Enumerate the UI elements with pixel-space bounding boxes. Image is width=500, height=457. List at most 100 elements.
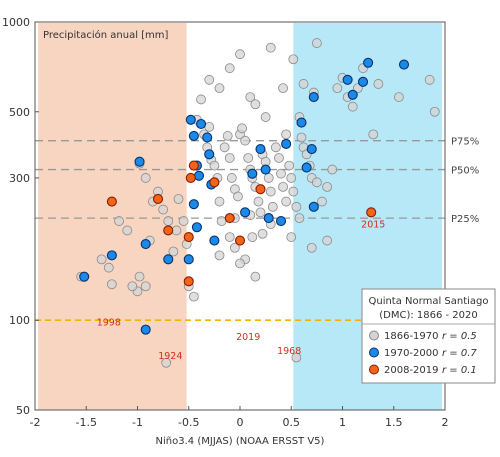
data-point-1866-1970-84 <box>322 181 333 192</box>
x-tick-label-0: -2 <box>30 416 41 429</box>
x-tick-label-3: -0.5 <box>178 416 199 429</box>
x-tick-label-4: 0 <box>237 416 244 429</box>
data-point-1866-1970-53 <box>265 186 276 197</box>
data-point-1866-1970-78 <box>278 83 288 94</box>
data-point-1866-1970-95 <box>424 74 435 85</box>
data-point-1970-2000-3 <box>140 239 151 250</box>
annotations: 2015 1998 2019 1924 1968 <box>97 219 386 362</box>
legend-marker-1 <box>369 347 379 358</box>
legend-stat-1: r = 0.7 <box>442 348 477 359</box>
data-point-1866-1970-13 <box>171 225 182 236</box>
data-point-1866-1970-64 <box>294 213 305 224</box>
legend-marker-0 <box>369 330 379 341</box>
data-point-1866-1970-83 <box>317 196 327 207</box>
data-point-1970-2000-17 <box>209 235 220 246</box>
data-point-1866-1970-59 <box>281 196 292 207</box>
legend-box <box>361 288 496 384</box>
data-point-1866-1970-56 <box>274 153 284 163</box>
data-point-1866-1970-70 <box>204 74 215 85</box>
percentile-label-1: P50% <box>451 166 479 177</box>
data-point-1970-2000-24 <box>281 138 292 150</box>
data-point-1866-1970-15 <box>134 271 145 282</box>
annotation-1998: 1998 <box>97 318 121 329</box>
data-point-1866-1970-34 <box>216 216 227 226</box>
data-point-1866-1970-37 <box>224 153 235 163</box>
data-point-1866-1970-102 <box>224 232 235 242</box>
x-tick-label-8: 2 <box>442 416 449 429</box>
data-point-1866-1970-40 <box>233 191 243 202</box>
data-point-1970-2000-29 <box>342 74 353 85</box>
data-point-1866-1970-42 <box>237 123 247 134</box>
legend-marker-2 <box>369 364 379 375</box>
data-point-1866-1970-113 <box>311 38 322 48</box>
y-tick-label-3: 500 <box>9 106 30 119</box>
data-point-1970-2000-26 <box>301 162 312 173</box>
x-tick-label-7: 1.5 <box>385 416 403 429</box>
y-tick-label-0: 50 <box>16 404 30 417</box>
data-point-1970-2000-0 <box>79 271 90 282</box>
data-point-1866-1970-58 <box>278 181 288 192</box>
data-point-1866-1970-107 <box>322 235 333 246</box>
data-point-1866-1970-112 <box>250 271 261 282</box>
data-point-1970-2000-27 <box>306 143 317 155</box>
data-point-1970-2000-34 <box>308 92 319 103</box>
data-point-1866-1970-24 <box>188 291 199 302</box>
x-tick-label-6: 1 <box>339 416 346 429</box>
data-point-1970-2000-5 <box>163 254 174 265</box>
data-point-1970-2000-32 <box>398 59 410 70</box>
annotation-1924: 1924 <box>158 351 182 362</box>
data-point-1866-1970-99 <box>229 242 240 253</box>
y-tick-label-4: 1000 <box>2 16 30 29</box>
data-point-1970-2000-11 <box>202 132 213 143</box>
data-point-1970-2000-1 <box>106 250 117 261</box>
data-point-1866-1970-85 <box>327 164 338 175</box>
data-point-1866-1970-20 <box>106 279 117 290</box>
data-point-1866-1970-43 <box>240 135 251 146</box>
data-point-1866-1970-52 <box>263 173 274 183</box>
data-point-2008-2019-6 <box>183 276 194 287</box>
data-point-1970-2000-4 <box>140 324 151 335</box>
data-point-1970-2000-12 <box>204 149 215 160</box>
data-point-1866-1970-6 <box>140 173 151 183</box>
data-point-1970-2000-33 <box>347 89 358 100</box>
data-point-1866-1970-44 <box>243 153 254 163</box>
legend-label-2: 2008-2019 <box>384 365 439 376</box>
data-point-1970-2000-18 <box>240 207 251 218</box>
data-point-1970-2000-14 <box>188 199 199 210</box>
data-point-1866-1970-57 <box>276 168 286 179</box>
data-point-1866-1970-14 <box>173 194 184 204</box>
data-point-1970-2000-20 <box>255 143 266 155</box>
data-point-1866-1970-77 <box>265 42 276 53</box>
data-point-1866-1970-10 <box>158 204 169 215</box>
data-point-2008-2019-9 <box>234 235 246 246</box>
data-point-1866-1970-71 <box>214 83 225 94</box>
shaded-regions <box>38 23 442 410</box>
percentile-label-2: P25% <box>451 214 479 225</box>
data-point-1970-2000-22 <box>263 213 274 224</box>
axes: -2 -1.5 -1 -0.5 0 0.5 1 1.5 2 50 100 300 500 1000 <box>2 16 449 429</box>
data-point-1970-2000-25 <box>296 117 307 128</box>
data-point-1866-1970-74 <box>245 92 256 102</box>
data-point-2008-2019-11 <box>366 207 377 218</box>
legend-stat-2: r = 0.1 <box>442 365 477 376</box>
data-point-1866-1970-21 <box>127 281 138 292</box>
data-point-1866-1970-3 <box>114 216 124 226</box>
data-point-1866-1970-16 <box>140 281 151 292</box>
data-point-2008-2019-7 <box>209 177 220 188</box>
shaded-region-0 <box>38 23 187 410</box>
annotation-2015: 2015 <box>361 219 385 230</box>
data-point-1866-1970-38 <box>226 173 237 183</box>
data-point-1866-1970-80 <box>298 79 309 89</box>
annotation-1968: 1968 <box>277 346 301 357</box>
data-point-1866-1970-101 <box>247 232 258 242</box>
y-tick-label-1: 100 <box>9 314 30 327</box>
data-point-1866-1970-111 <box>214 250 225 261</box>
data-point-1866-1970-4 <box>122 225 133 236</box>
x-axis-label: Niño3.4 (MJJAS) (NOAA ERSST V5) <box>156 436 325 447</box>
legend-subtitle: (DMC): 1866 - 2020 <box>379 310 478 321</box>
data-point-2008-2019-2 <box>163 225 174 236</box>
data-point-1866-1970-86 <box>332 83 343 94</box>
legend-label-1: 1970-2000 <box>384 348 439 359</box>
data-point-1866-1970-11 <box>163 216 174 226</box>
